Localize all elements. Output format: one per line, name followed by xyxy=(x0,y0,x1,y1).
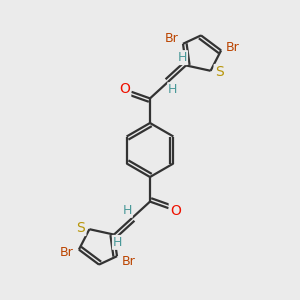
Text: H: H xyxy=(113,236,122,249)
Text: O: O xyxy=(170,204,181,218)
Text: H: H xyxy=(178,51,187,64)
Text: Br: Br xyxy=(60,246,74,259)
Text: H: H xyxy=(168,83,178,96)
Text: Br: Br xyxy=(122,255,135,268)
Text: S: S xyxy=(76,221,85,235)
Text: O: O xyxy=(119,82,130,96)
Text: Br: Br xyxy=(226,41,240,54)
Text: S: S xyxy=(214,65,224,79)
Text: H: H xyxy=(122,204,132,217)
Text: Br: Br xyxy=(165,32,178,45)
